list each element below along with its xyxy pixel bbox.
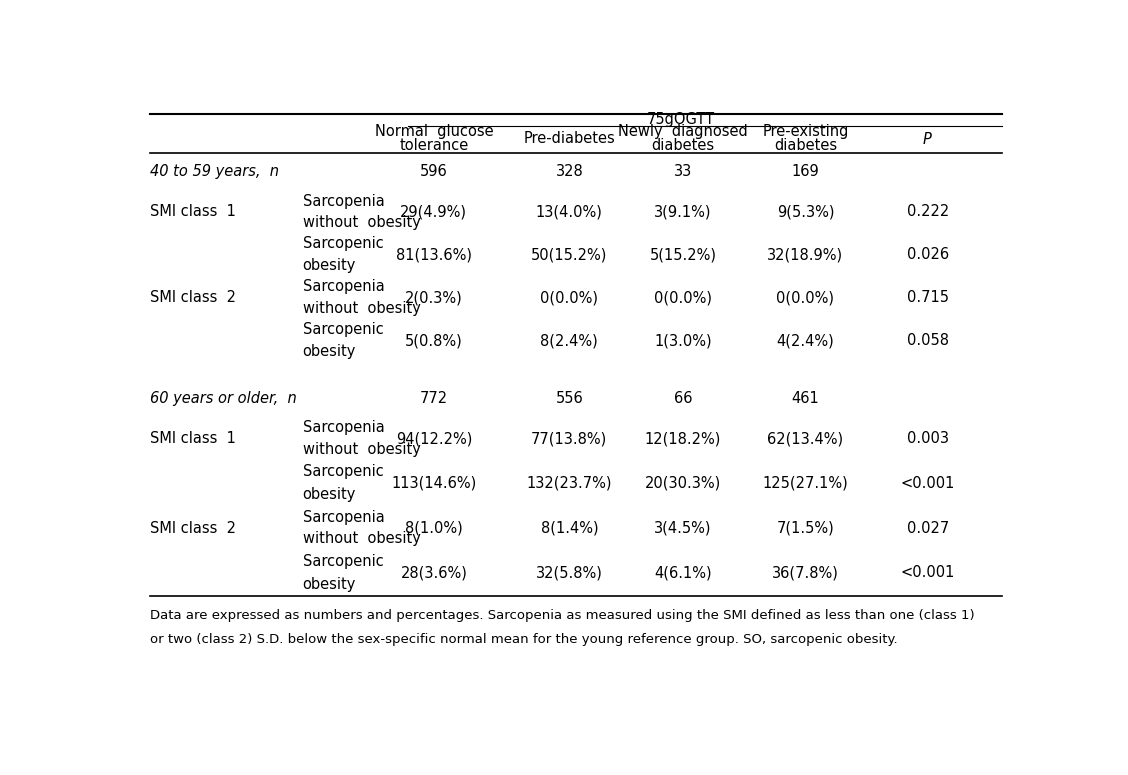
Text: 0(0.0%): 0(0.0%) — [540, 290, 598, 305]
Text: Sarcopenic: Sarcopenic — [302, 464, 384, 479]
Text: 50(15.2%): 50(15.2%) — [531, 247, 608, 262]
Text: $P$: $P$ — [923, 131, 933, 146]
Text: 5(15.2%): 5(15.2%) — [650, 247, 716, 262]
Text: 4(6.1%): 4(6.1%) — [654, 565, 712, 580]
Text: SMI class  1: SMI class 1 — [150, 431, 236, 446]
Text: 7(1.5%): 7(1.5%) — [776, 521, 835, 536]
Text: tolerance: tolerance — [399, 138, 468, 153]
Text: 0(0.0%): 0(0.0%) — [654, 290, 712, 305]
Text: Sarcopenic: Sarcopenic — [302, 322, 384, 337]
Text: 75gOGTT: 75gOGTT — [646, 112, 715, 127]
Text: 0.026: 0.026 — [907, 247, 949, 262]
Text: 8(1.0%): 8(1.0%) — [405, 521, 462, 536]
Text: 94(12.2%): 94(12.2%) — [396, 431, 472, 446]
Text: Data are expressed as numbers and percentages. Sarcopenia as measured using the : Data are expressed as numbers and percen… — [150, 609, 975, 622]
Text: 81(13.6%): 81(13.6%) — [396, 247, 472, 262]
Text: 12(18.2%): 12(18.2%) — [645, 431, 721, 446]
Text: without  obesity: without obesity — [302, 442, 421, 456]
Text: diabetes: diabetes — [774, 138, 837, 153]
Text: obesity: obesity — [302, 344, 356, 359]
Text: 0.222: 0.222 — [907, 205, 949, 219]
Text: 2(0.3%): 2(0.3%) — [405, 290, 462, 305]
Text: 596: 596 — [420, 164, 448, 179]
Text: 33: 33 — [673, 164, 693, 179]
Text: Pre-existing: Pre-existing — [763, 124, 848, 140]
Text: 8(1.4%): 8(1.4%) — [540, 521, 598, 536]
Text: 0.058: 0.058 — [907, 333, 949, 348]
Text: 0.027: 0.027 — [907, 521, 949, 536]
Text: 66: 66 — [673, 391, 693, 406]
Text: 125(27.1%): 125(27.1%) — [763, 476, 848, 491]
Text: diabetes: diabetes — [652, 138, 714, 153]
Text: 8(2.4%): 8(2.4%) — [540, 333, 598, 348]
Text: or two (class 2) S.D. below the sex-specific normal mean for the young reference: or two (class 2) S.D. below the sex-spec… — [150, 633, 898, 646]
Text: <0.001: <0.001 — [900, 565, 955, 580]
Text: 328: 328 — [555, 164, 583, 179]
Text: obesity: obesity — [302, 487, 356, 502]
Text: 132(23.7%): 132(23.7%) — [527, 476, 613, 491]
Text: Normal  glucose: Normal glucose — [374, 124, 493, 140]
Text: 62(13.4%): 62(13.4%) — [767, 431, 844, 446]
Text: 5(0.8%): 5(0.8%) — [405, 333, 462, 348]
Text: 772: 772 — [420, 391, 448, 406]
Text: 32(5.8%): 32(5.8%) — [536, 565, 602, 580]
Text: Pre-diabetes: Pre-diabetes — [523, 131, 615, 146]
Text: Sarcopenia: Sarcopenia — [302, 510, 385, 525]
Text: 28(3.6%): 28(3.6%) — [400, 565, 467, 580]
Text: 9(5.3%): 9(5.3%) — [777, 205, 834, 219]
Text: 0(0.0%): 0(0.0%) — [776, 290, 835, 305]
Text: obesity: obesity — [302, 258, 356, 273]
Text: 461: 461 — [792, 391, 819, 406]
Text: 32(18.9%): 32(18.9%) — [767, 247, 844, 262]
Text: Sarcopenia: Sarcopenia — [302, 420, 385, 436]
Text: SMI class  1: SMI class 1 — [150, 205, 236, 219]
Text: without  obesity: without obesity — [302, 532, 421, 546]
Text: 0.715: 0.715 — [907, 290, 949, 305]
Text: Sarcopenic: Sarcopenic — [302, 236, 384, 251]
Text: SMI class  2: SMI class 2 — [150, 521, 236, 536]
Text: Sarcopenic: Sarcopenic — [302, 553, 384, 569]
Text: without  obesity: without obesity — [302, 301, 421, 316]
Text: <0.001: <0.001 — [900, 476, 955, 491]
Text: 113(14.6%): 113(14.6%) — [391, 476, 476, 491]
Text: 60 years or older,  n: 60 years or older, n — [150, 391, 297, 406]
Text: 0.003: 0.003 — [907, 431, 949, 446]
Text: 1(3.0%): 1(3.0%) — [654, 333, 712, 348]
Text: Sarcopenia: Sarcopenia — [302, 194, 385, 208]
Text: 20(30.3%): 20(30.3%) — [645, 476, 721, 491]
Text: 36(7.8%): 36(7.8%) — [772, 565, 839, 580]
Text: 40 to 59 years,  n: 40 to 59 years, n — [150, 164, 279, 179]
Text: obesity: obesity — [302, 577, 356, 592]
Text: 3(9.1%): 3(9.1%) — [654, 205, 712, 219]
Text: 29(4.9%): 29(4.9%) — [400, 205, 467, 219]
Text: SMI class  2: SMI class 2 — [150, 290, 236, 305]
Text: Newly  diagnosed: Newly diagnosed — [618, 124, 748, 140]
Text: 556: 556 — [555, 391, 583, 406]
Text: 4(2.4%): 4(2.4%) — [776, 333, 835, 348]
Text: without  obesity: without obesity — [302, 215, 421, 230]
Text: 13(4.0%): 13(4.0%) — [536, 205, 602, 219]
Text: 169: 169 — [792, 164, 819, 179]
Text: 3(4.5%): 3(4.5%) — [654, 521, 712, 536]
Text: 77(13.8%): 77(13.8%) — [531, 431, 608, 446]
Text: Sarcopenia: Sarcopenia — [302, 280, 385, 294]
